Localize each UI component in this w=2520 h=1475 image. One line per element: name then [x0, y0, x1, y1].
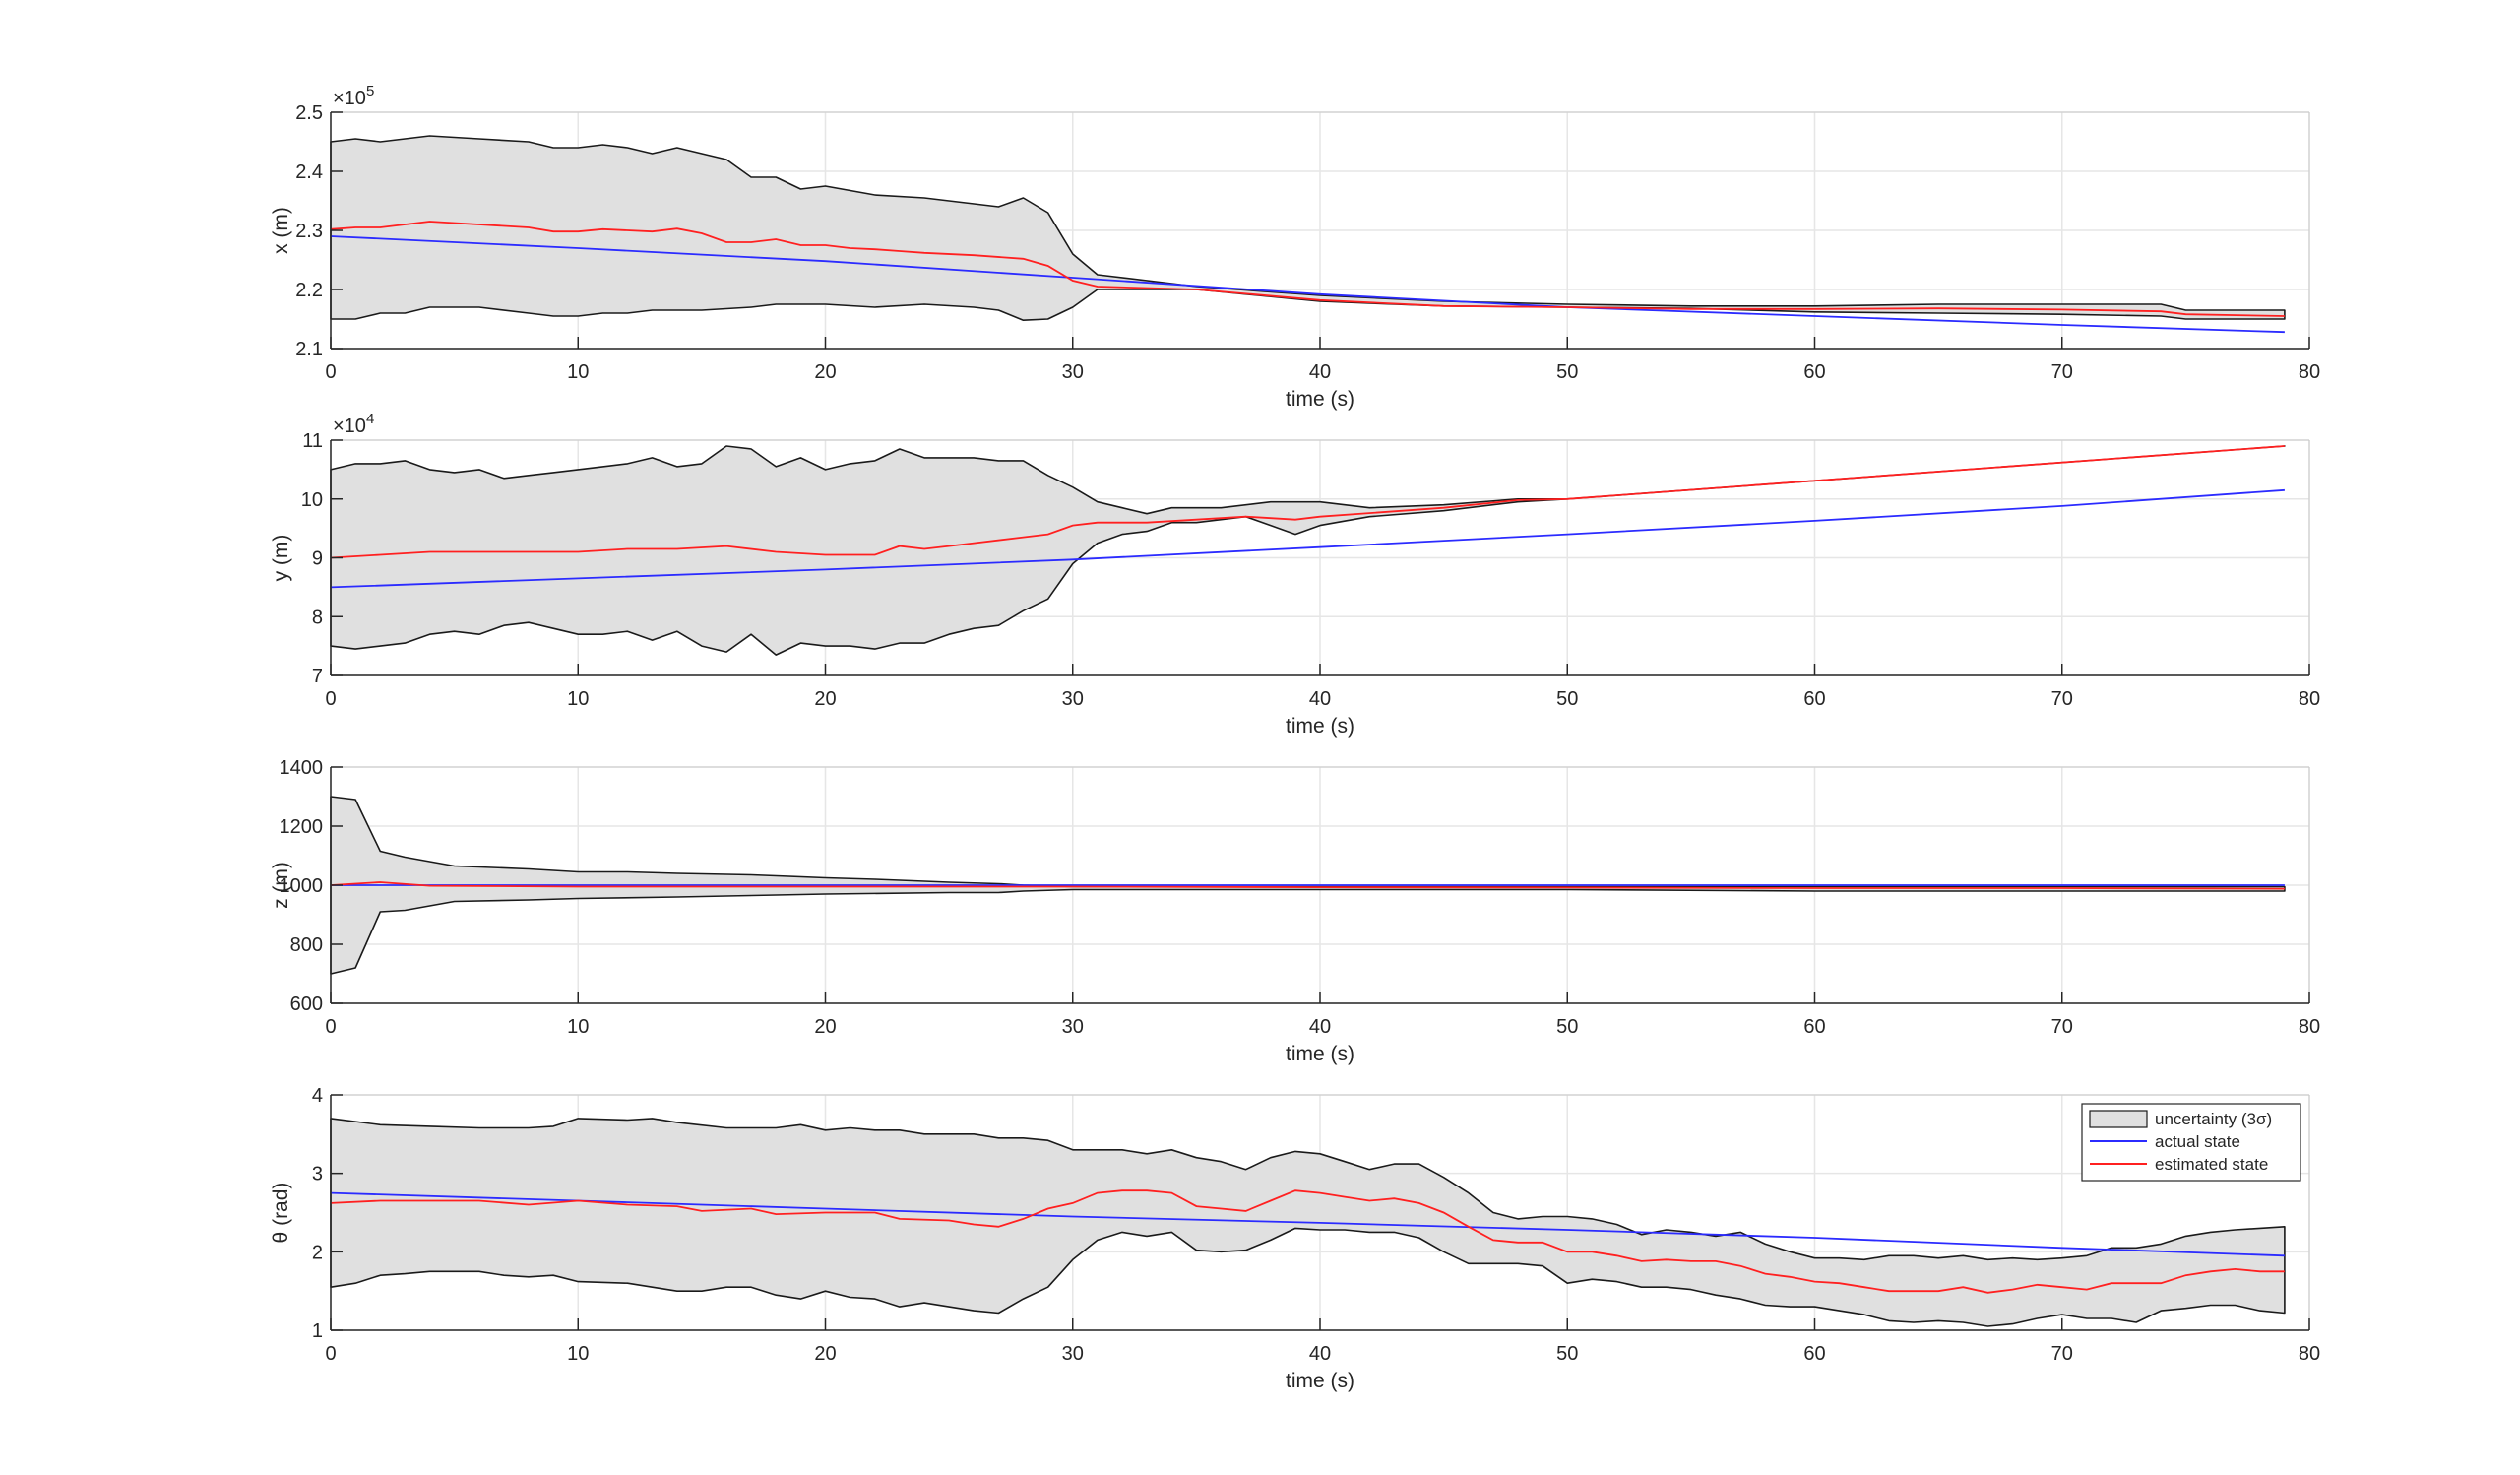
- x-tick-label: 50: [1556, 1343, 1578, 1365]
- exponent-power: 4: [366, 411, 374, 427]
- x-tick-label: 0: [325, 1343, 336, 1365]
- x-tick-label: 60: [1803, 688, 1825, 710]
- y-tick-label: 1200: [280, 816, 324, 838]
- x-axis-label: time (s): [1286, 1370, 1354, 1392]
- x-tick-label: 70: [2051, 1016, 2073, 1038]
- legend-label: actual state: [2155, 1132, 2240, 1151]
- x-tick-label: 60: [1803, 1343, 1825, 1365]
- x-tick-label: 30: [1062, 361, 1084, 383]
- y-tick-label: 3: [312, 1164, 323, 1186]
- legend: uncertainty (3σ) actual state estimated st…: [2081, 1103, 2301, 1182]
- x-axis-label: time (s): [1286, 1043, 1354, 1065]
- x-tick-label: 80: [2299, 688, 2320, 710]
- x-tick-label: 20: [814, 1343, 836, 1365]
- estimated-state-line: [330, 445, 2285, 559]
- y-tick-label: 600: [290, 994, 323, 1015]
- x-tick-label: 30: [1062, 688, 1084, 710]
- exponent-power: 5: [366, 83, 374, 99]
- x-tick-label: 80: [2299, 361, 2320, 383]
- y-tick-label: 800: [290, 934, 323, 956]
- actual-state-line: [330, 488, 2285, 589]
- y-tick-label: 8: [312, 607, 323, 628]
- legend-label: estimated state: [2155, 1155, 2268, 1174]
- y-tick-label: 2.2: [295, 280, 323, 301]
- y-tick-label: 11: [302, 430, 323, 452]
- uncertainty-band: [330, 135, 2286, 322]
- y-axis-label: y (m): [270, 535, 292, 582]
- y-tick-label: 2.5: [295, 102, 323, 124]
- x-tick-label: 20: [814, 688, 836, 710]
- y-tick-label: 2.4: [295, 161, 323, 183]
- x-tick-label: 20: [814, 1016, 836, 1038]
- x-tick-label: 0: [325, 688, 336, 710]
- actual-state-line: [330, 1191, 2285, 1257]
- panel-2: 0 10 20 30 40 50 60 70 80 7 8 9 10 11 ×104 time (s) y (m…: [270, 411, 2320, 738]
- y-tick-label: 1000: [280, 875, 324, 897]
- x-tick-label: 50: [1556, 361, 1578, 383]
- y-tick-label: 2.3: [295, 221, 323, 242]
- estimated-state-line: [330, 221, 2285, 317]
- y-tick-label: 9: [312, 548, 323, 570]
- y-tick-label: 1400: [280, 757, 324, 779]
- y-axis-label: θ (rad): [270, 1183, 292, 1244]
- exponent-base: ×10: [333, 88, 366, 109]
- x-tick-label: 40: [1309, 1343, 1331, 1365]
- x-tick-label: 70: [2051, 688, 2073, 710]
- x-tick-label: 70: [2051, 361, 2073, 383]
- x-tick-label: 30: [1062, 1016, 1084, 1038]
- y-tick-label: 10: [301, 489, 323, 511]
- y-tick-label: 1: [312, 1320, 323, 1342]
- x-tick-label: 80: [2299, 1343, 2320, 1365]
- x-tick-label: 30: [1062, 1343, 1084, 1365]
- x-tick-label: 10: [567, 361, 589, 383]
- panel-1: 0 10 20 30 40 50 60 70 80 2.1 2.2 2.3 2.4 2.5 ×105 time…: [270, 83, 2320, 411]
- x-axis-label: time (s): [1286, 388, 1354, 411]
- x-tick-label: 40: [1309, 1016, 1331, 1038]
- x-axis-label: time (s): [1286, 715, 1354, 738]
- x-tick-label: 60: [1803, 361, 1825, 383]
- panel-3: 0 10 20 30 40 50 60 70 80 600 800 1000 1200 1400 time …: [270, 757, 2320, 1065]
- x-tick-label: 10: [567, 1016, 589, 1038]
- exponent-base: ×10: [333, 416, 366, 437]
- x-tick-label: 10: [567, 1343, 589, 1365]
- y-tick-label: 7: [312, 666, 323, 687]
- x-tick-label: 20: [814, 361, 836, 383]
- x-tick-label: 0: [325, 1016, 336, 1038]
- estimated-state-line: [330, 881, 2285, 890]
- x-tick-label: 10: [567, 688, 589, 710]
- x-tick-label: 70: [2051, 1343, 2073, 1365]
- x-tick-label: 80: [2299, 1016, 2320, 1038]
- x-tick-label: 60: [1803, 1016, 1825, 1038]
- y-exponent-label: ×105: [333, 83, 374, 109]
- x-tick-label: 40: [1309, 688, 1331, 710]
- panel-4: 0 10 20 30 40 50 60 70 80 1 2 3 4 time (s) θ (rad): [270, 1085, 2320, 1392]
- legend-label: uncertainty (3σ): [2155, 1110, 2272, 1128]
- legend-band-swatch: [2089, 1110, 2148, 1128]
- x-tick-label: 40: [1309, 361, 1331, 383]
- y-exponent-label: ×104: [333, 411, 374, 437]
- y-axis-label: x (m): [270, 207, 292, 254]
- x-tick-label: 50: [1556, 1016, 1578, 1038]
- estimated-state-line: [330, 1189, 2285, 1294]
- y-tick-label: 4: [312, 1085, 323, 1107]
- actual-state-line: [330, 235, 2285, 334]
- x-tick-label: 50: [1556, 688, 1578, 710]
- x-tick-label: 0: [325, 361, 336, 383]
- y-tick-label: 2.1: [295, 339, 323, 360]
- y-tick-label: 2: [312, 1242, 323, 1263]
- y-axis-label: z (m): [270, 862, 292, 909]
